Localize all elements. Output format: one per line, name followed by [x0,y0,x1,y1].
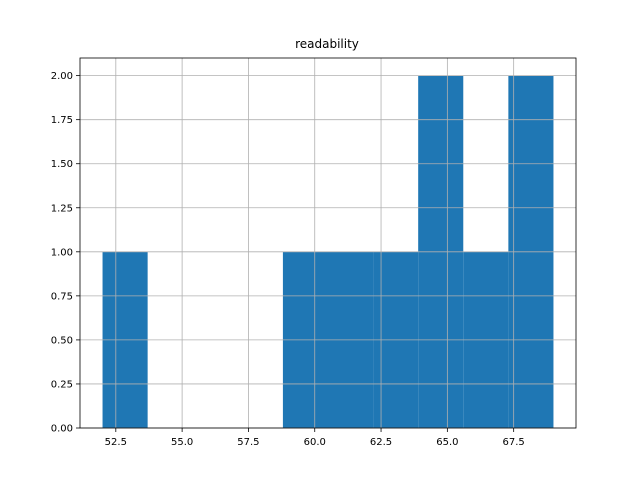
x-tick-label-0: 52.5 [105,437,127,448]
x-tick-label-5: 65.0 [436,437,458,448]
y-tick-label-1: 0.25 [51,379,73,390]
y-tick-label-3: 0.75 [51,291,73,302]
x-tick-label-1: 55.0 [171,437,193,448]
y-axis: 0.00 0.25 0.50 0.75 1.00 1.25 1.50 1.75 2.00 [51,71,80,435]
y-tick-label-6: 1.50 [51,159,73,170]
chart-title: readability [295,37,359,51]
y-tick-label-0: 0.00 [51,424,73,435]
y-tick-label-4: 1.00 [51,247,73,258]
x-axis: 52.5 55.0 57.5 60.0 62.5 65.0 67.5 [105,428,525,448]
y-tick-label-5: 1.25 [51,203,73,214]
x-tick-label-4: 62.5 [370,437,392,448]
axes-frame [79,57,577,429]
x-tick-label-2: 57.5 [237,437,259,448]
x-tick-label-6: 67.5 [503,437,525,448]
y-tick-label-7: 1.75 [51,115,73,126]
y-tick-label-2: 0.50 [51,335,73,346]
x-tick-label-3: 60.0 [304,437,326,448]
y-tick-label-8: 2.00 [51,71,73,82]
